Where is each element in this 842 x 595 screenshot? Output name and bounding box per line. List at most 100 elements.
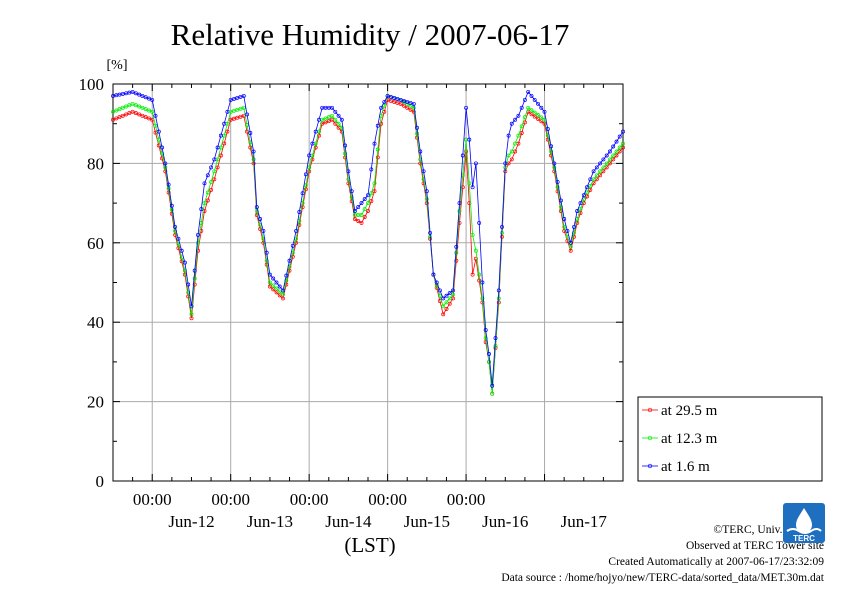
chart-title: Relative Humidity / 2007-06-17: [171, 17, 570, 52]
terc-logo-icon: TERC: [783, 503, 825, 543]
data-point: [346, 169, 351, 174]
data-point: [303, 172, 308, 177]
data-point: [588, 183, 593, 188]
data-point: [307, 153, 312, 158]
data-point: [388, 94, 393, 99]
x-day-label: Jun-13: [247, 512, 293, 531]
data-point: [362, 207, 367, 212]
data-point: [307, 165, 312, 170]
data-point: [323, 116, 328, 121]
data-point: [594, 165, 599, 170]
data-point: [182, 260, 187, 265]
data-point: [444, 293, 449, 298]
data-point: [176, 236, 181, 241]
data-point: [196, 240, 200, 245]
data-point: [490, 391, 495, 396]
data-point: [261, 228, 266, 233]
data-point: [424, 189, 429, 194]
data-point: [205, 190, 210, 195]
data-point: [575, 209, 580, 213]
data-point: [248, 131, 253, 135]
data-point: [352, 217, 357, 221]
data-point: [529, 93, 534, 98]
data-point: [617, 145, 622, 150]
data-point: [179, 248, 184, 253]
data-point: [284, 278, 289, 283]
data-point: [447, 291, 452, 296]
data-point: [153, 123, 158, 128]
data-point: [437, 288, 442, 293]
data-point: [395, 96, 400, 101]
data-point: [310, 157, 315, 162]
data-point: [487, 359, 491, 364]
data-point: [382, 103, 387, 108]
data-point: [235, 107, 240, 112]
data-point: [568, 240, 573, 245]
data-point: [607, 157, 612, 162]
data-point: [258, 226, 263, 231]
data-point: [493, 344, 498, 348]
data-point: [287, 258, 292, 263]
data-point: [124, 112, 129, 117]
data-point: [163, 161, 168, 166]
data-point: [120, 113, 125, 118]
data-point: [572, 224, 576, 229]
series-line: [112, 91, 624, 386]
data-point: [215, 165, 220, 170]
data-point: [343, 143, 348, 148]
data-point: [581, 193, 586, 198]
data-point: [330, 105, 334, 110]
data-point: [375, 147, 380, 152]
data-point: [598, 161, 603, 166]
data-point: [555, 185, 560, 190]
data-point: [496, 296, 501, 301]
data-point: [130, 89, 135, 94]
data-point: [408, 100, 413, 105]
x-time-tick-label: 00:00: [447, 490, 486, 509]
data-point: [147, 108, 151, 113]
data-point: [317, 133, 321, 138]
data-point: [549, 144, 554, 149]
data-point: [317, 117, 321, 122]
data-point: [277, 293, 282, 298]
data-point: [395, 100, 400, 105]
data-point: [447, 301, 452, 306]
data-point: [248, 145, 253, 150]
data-point: [402, 103, 406, 108]
data-point: [271, 283, 276, 288]
data-point: [133, 103, 138, 108]
x-day-label: Jun-17: [561, 512, 608, 531]
data-point: [133, 91, 138, 96]
data-point: [267, 284, 272, 289]
data-point: [379, 121, 384, 126]
data-point: [369, 191, 374, 196]
data-point: [323, 120, 328, 125]
data-point: [156, 129, 161, 134]
data-point: [212, 169, 217, 174]
data-point: [591, 169, 596, 174]
data-point: [209, 165, 214, 170]
x-time-tick-label: 00:00: [211, 490, 250, 509]
data-point: [173, 224, 178, 229]
data-point: [284, 273, 289, 278]
data-point: [160, 145, 164, 150]
data-point: [437, 293, 442, 298]
data-point: [532, 110, 537, 115]
data-point: [241, 93, 246, 98]
data-point: [189, 304, 194, 309]
data-point: [415, 125, 419, 130]
data-point: [375, 155, 380, 160]
data-point: [254, 209, 259, 213]
data-point: [330, 113, 334, 118]
data-point: [428, 230, 433, 235]
data-point: [192, 268, 197, 273]
data-point: [611, 144, 616, 149]
credits-block: ©TERC, Univ. Tsukuba Observed at TERC To…: [501, 522, 824, 586]
data-point: [297, 210, 302, 214]
y-tick-label: 100: [79, 75, 105, 94]
data-point: [313, 145, 318, 150]
data-point: [225, 129, 230, 134]
data-point: [513, 141, 518, 146]
data-point: [506, 133, 511, 138]
data-point: [111, 117, 115, 122]
